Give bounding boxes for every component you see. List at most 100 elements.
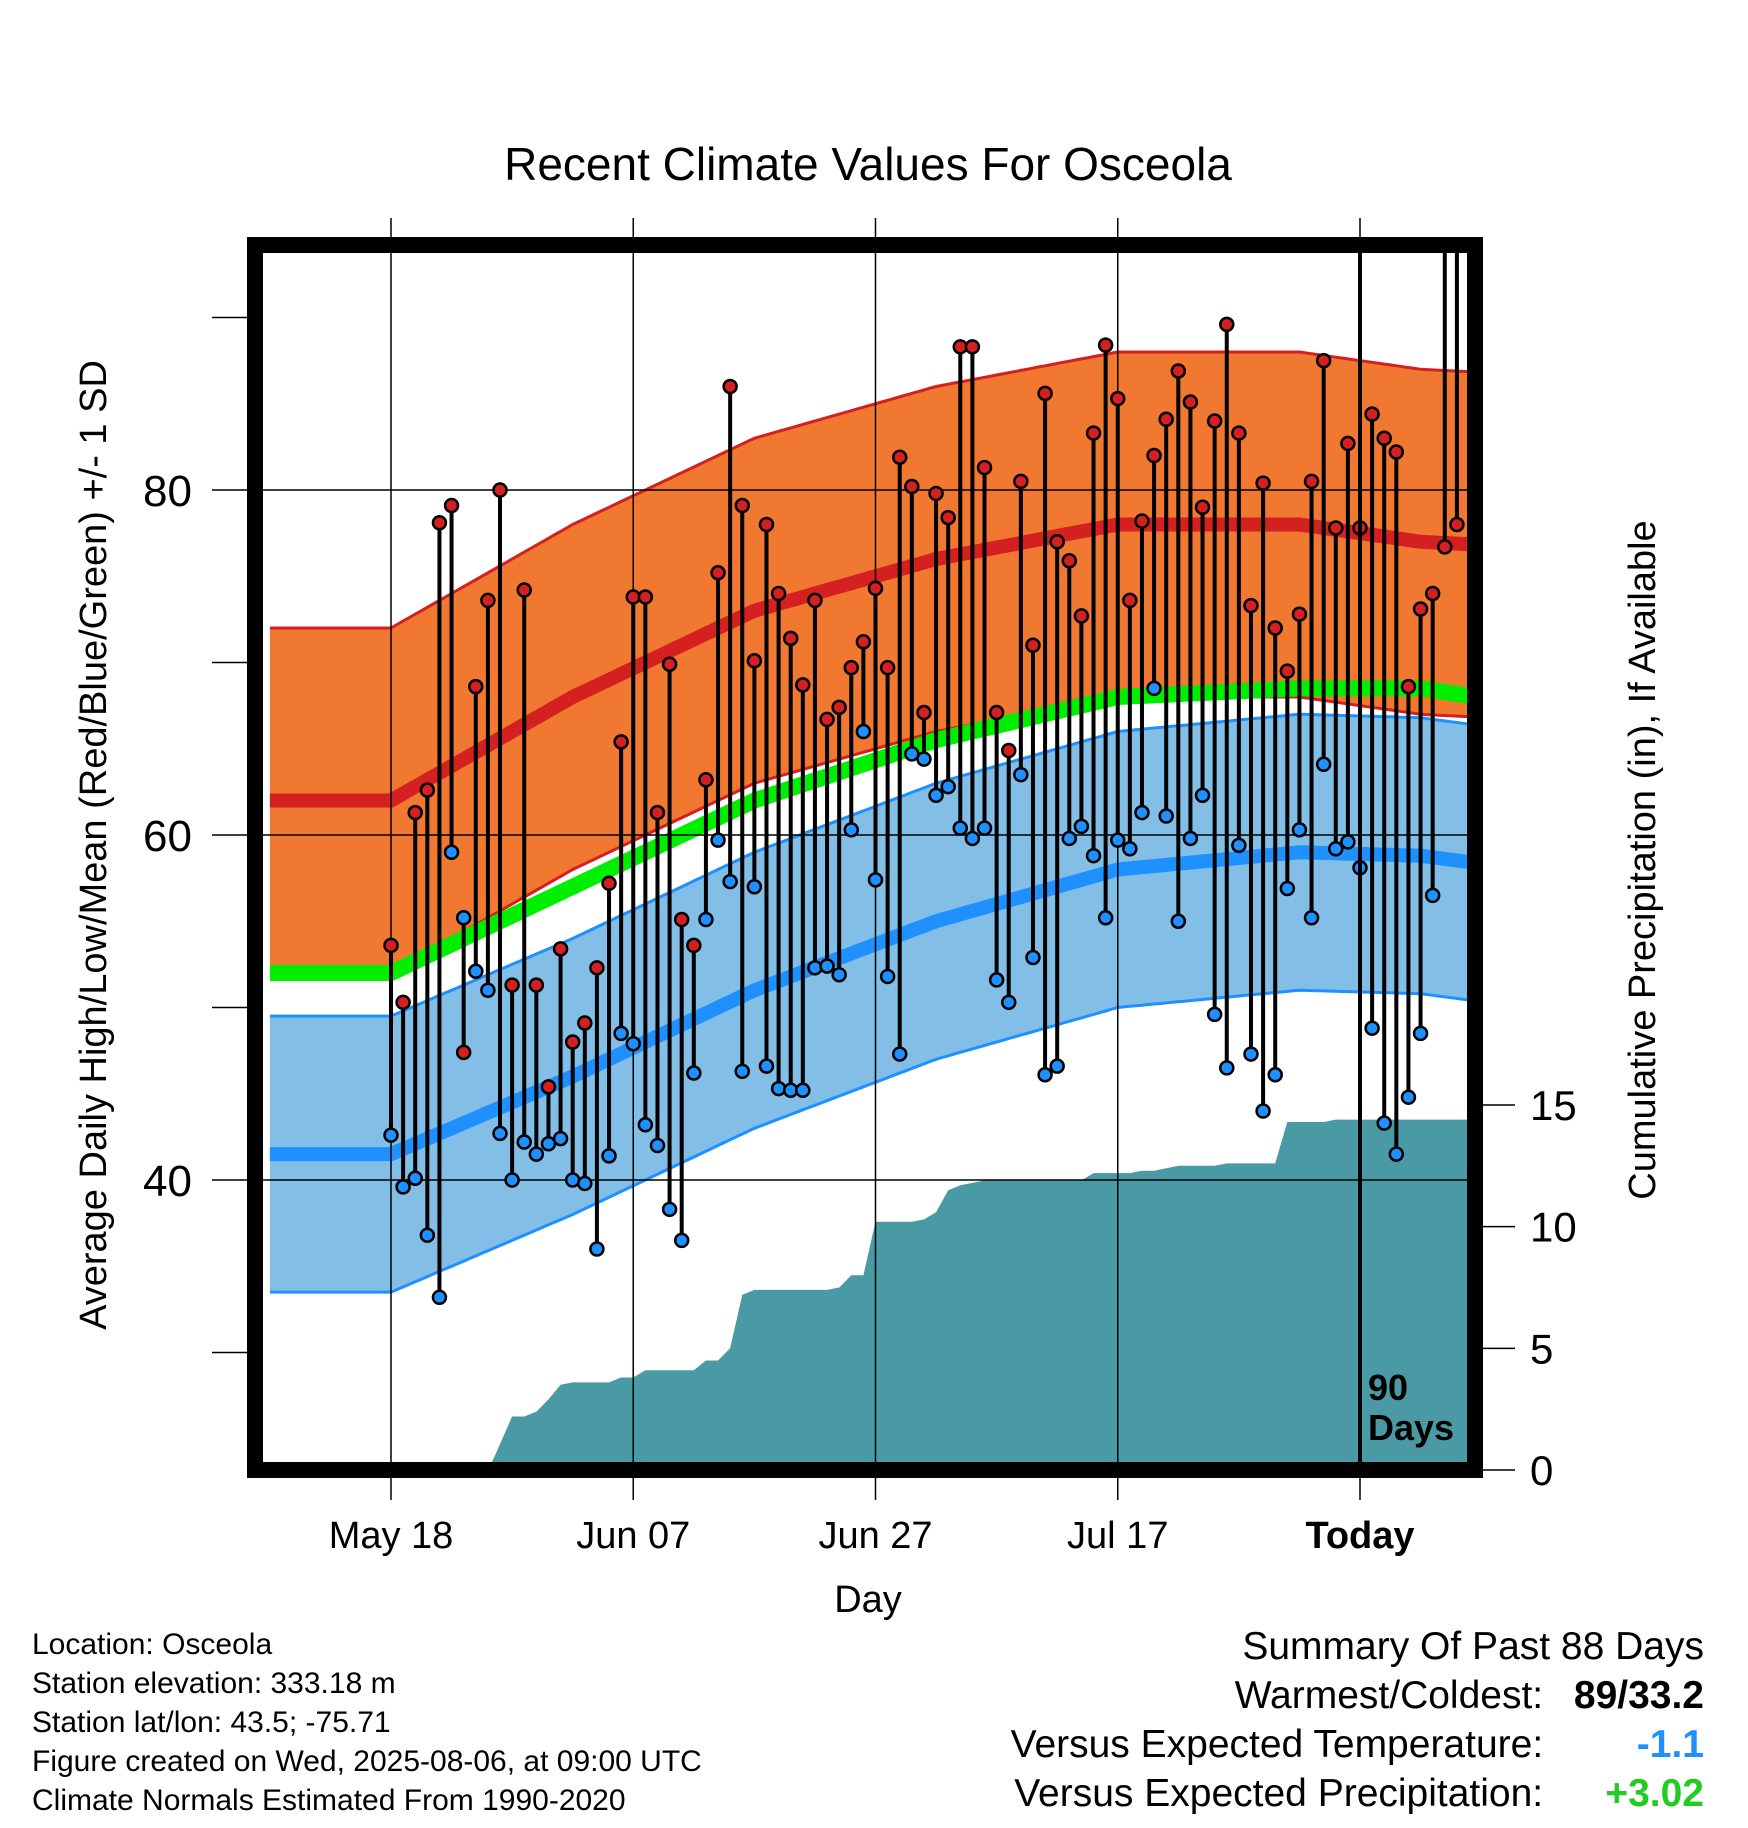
daily-low-point bbox=[758, 1058, 775, 1074]
daily-high-point bbox=[492, 482, 508, 498]
daily-low-point bbox=[891, 1046, 908, 1062]
daily-high-point bbox=[1037, 385, 1053, 402]
daily-low-point bbox=[1061, 830, 1078, 847]
daily-low-point bbox=[1097, 910, 1114, 926]
daily-high-point bbox=[819, 711, 835, 728]
daily-high-point bbox=[1110, 390, 1126, 407]
y-tick-label: 40 bbox=[143, 1157, 192, 1206]
daily-low-point bbox=[686, 1065, 702, 1081]
y-axis-label: Average Daily High/Low/Mean (Red/Blue/Gr… bbox=[73, 360, 115, 1330]
daily-high-point bbox=[673, 911, 690, 928]
daily-high-point bbox=[577, 1015, 593, 1031]
daily-low-point bbox=[1231, 837, 1247, 854]
daily-low-point bbox=[1013, 766, 1029, 783]
daily-low-point bbox=[613, 1025, 629, 1042]
daily-low-point bbox=[795, 1082, 811, 1099]
daily-high-point bbox=[1328, 520, 1344, 536]
daily-high-point bbox=[1231, 425, 1247, 441]
daily-high-point bbox=[722, 378, 738, 395]
summary-precip-row: Versus Expected Precipitation: +3.02 bbox=[1011, 1769, 1704, 1818]
daily-low-point bbox=[746, 879, 763, 895]
daily-high-point bbox=[540, 1079, 557, 1095]
daily-low-point bbox=[625, 1035, 641, 1052]
daily-low-point bbox=[879, 968, 896, 985]
daily-low-point bbox=[855, 723, 872, 740]
daily-high-point bbox=[710, 565, 726, 581]
daily-high-point bbox=[879, 659, 896, 676]
daily-low-point bbox=[1364, 1020, 1380, 1036]
daily-low-point bbox=[480, 982, 496, 998]
y2-tick-label: 5 bbox=[1530, 1325, 1553, 1372]
daily-low-point bbox=[1000, 994, 1017, 1011]
temp-label: Versus Expected Temperature: bbox=[1010, 1723, 1544, 1766]
elevation-text: Station elevation: 333.18 m bbox=[32, 1667, 396, 1700]
daily-high-point bbox=[661, 656, 678, 672]
daily-low-point bbox=[1438, 0, 1451, 7]
daily-high-point bbox=[1291, 606, 1308, 622]
daily-high-point bbox=[1158, 411, 1174, 428]
x-tick-label: Jun 07 bbox=[576, 1515, 690, 1557]
daily-high-point bbox=[589, 960, 605, 976]
daily-low-point bbox=[1158, 808, 1174, 824]
location-text: Location: Osceola bbox=[32, 1628, 273, 1661]
daily-low-point bbox=[1243, 1046, 1259, 1062]
daily-high-point bbox=[1388, 444, 1405, 460]
daily-low-point bbox=[649, 1137, 666, 1154]
daily-high-point bbox=[407, 804, 423, 821]
daily-low-point bbox=[1412, 1025, 1429, 1042]
y2-tick-label: 10 bbox=[1530, 1204, 1577, 1251]
daily-high-point bbox=[831, 699, 847, 716]
daily-low-point bbox=[395, 1179, 411, 1195]
daily-low-point bbox=[928, 787, 944, 804]
daily-high-point bbox=[1303, 473, 1320, 490]
daily-high-point bbox=[1182, 394, 1199, 410]
daily-high-point bbox=[686, 937, 702, 954]
daily-low-point bbox=[952, 820, 969, 836]
daily-low-point bbox=[843, 822, 860, 838]
x-tick-label: Jul 17 bbox=[1067, 1515, 1168, 1557]
daily-low-point bbox=[722, 873, 738, 890]
daily-low-point bbox=[1279, 880, 1296, 897]
daily-low-point bbox=[1219, 1060, 1235, 1076]
daily-high-point bbox=[504, 977, 520, 993]
summary-temp-row: Versus Expected Temperature: -1.1 bbox=[1011, 1720, 1704, 1769]
daily-low-point bbox=[1376, 1115, 1392, 1131]
daily-low-point bbox=[1085, 847, 1102, 864]
daily-high-point bbox=[1437, 539, 1453, 555]
daily-low-point bbox=[577, 1175, 593, 1192]
daily-low-point bbox=[1134, 804, 1150, 821]
created-text: Figure created on Wed, 2025-08-06, at 09… bbox=[32, 1745, 702, 1778]
daily-low-point bbox=[1037, 1067, 1053, 1083]
daily-high-point bbox=[1424, 585, 1441, 602]
daily-high-point bbox=[1122, 592, 1138, 609]
daily-low-point bbox=[1073, 818, 1090, 835]
daily-high-point bbox=[1025, 637, 1041, 653]
daily-low-point bbox=[1315, 756, 1332, 773]
daily-low-point bbox=[407, 1170, 423, 1187]
daily-high-point bbox=[552, 941, 569, 957]
latlon-text: Station lat/lon: 43.5; -75.71 bbox=[32, 1706, 391, 1739]
daily-high-point bbox=[1376, 430, 1392, 446]
daily-high-point bbox=[782, 630, 799, 647]
daily-high-point bbox=[1340, 435, 1356, 452]
daily-high-point bbox=[807, 592, 823, 609]
daily-low-point bbox=[1206, 1006, 1223, 1023]
daily-low-point bbox=[1255, 1103, 1271, 1119]
daily-high-point bbox=[468, 678, 484, 695]
daily-high-point bbox=[1243, 597, 1259, 614]
daily-high-point bbox=[1013, 473, 1029, 490]
daily-low-point bbox=[589, 1241, 605, 1257]
daily-low-point bbox=[383, 1127, 399, 1143]
daily-high-point bbox=[988, 704, 1005, 721]
daily-low-point bbox=[1400, 1089, 1417, 1105]
daily-low-point bbox=[916, 751, 932, 767]
normals-text: Climate Normals Estimated From 1990-2020 bbox=[32, 1784, 626, 1817]
daily-low-point bbox=[1182, 830, 1199, 847]
daily-high-point bbox=[795, 677, 811, 693]
today-days-label: Days bbox=[1368, 1407, 1454, 1448]
daily-high-point bbox=[867, 580, 884, 597]
daily-high-point bbox=[395, 994, 411, 1011]
daily-high-point bbox=[516, 582, 532, 598]
